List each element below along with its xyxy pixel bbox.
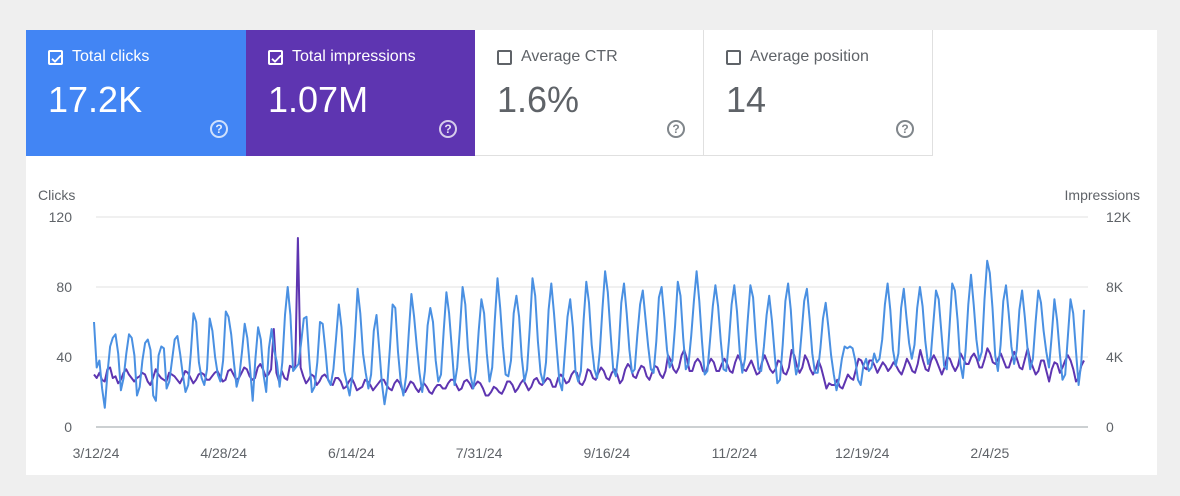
left-axis-tick: 120 xyxy=(49,209,73,225)
total-clicks-label: Total clicks xyxy=(72,48,150,65)
total-impressions-card[interactable]: Total impressions 1.07M ? xyxy=(246,30,475,156)
left-axis-tick: 80 xyxy=(56,279,72,295)
total-impressions-label: Total impressions xyxy=(292,48,416,65)
checkmark-icon xyxy=(271,54,282,63)
clicks-series-line xyxy=(93,237,1085,397)
average-position-label: Average position xyxy=(750,48,869,65)
x-axis-tick: 2/4/25 xyxy=(970,445,1009,461)
help-icon[interactable]: ? xyxy=(439,120,457,138)
left-axis-tick: 0 xyxy=(64,419,72,435)
average-ctr-value: 1.6% xyxy=(497,79,580,120)
checkmark-icon xyxy=(51,54,62,63)
help-icon[interactable]: ? xyxy=(210,120,228,138)
average-ctr-card[interactable]: Average CTR 1.6% ? xyxy=(475,30,704,156)
average-position-checkbox[interactable] xyxy=(726,49,741,65)
average-ctr-label: Average CTR xyxy=(521,48,618,65)
x-axis-tick: 9/16/24 xyxy=(583,445,630,461)
card-header: Total impressions xyxy=(268,47,416,67)
left-axis-title: Clicks xyxy=(38,187,75,203)
x-axis-tick: 11/2/24 xyxy=(712,445,758,461)
right-axis-title: Impressions xyxy=(1065,187,1140,203)
metric-cards: Total clicks 17.2K ? Total impressions 1… xyxy=(26,30,933,156)
total-clicks-checkbox[interactable] xyxy=(48,49,63,65)
x-axis-tick: 12/19/24 xyxy=(835,445,890,461)
x-axis-tick: 4/28/24 xyxy=(200,445,247,461)
card-header: Average position xyxy=(726,47,869,67)
average-ctr-checkbox[interactable] xyxy=(497,49,512,65)
total-clicks-value: 17.2K xyxy=(48,79,143,120)
impressions-series-line xyxy=(93,259,1085,409)
right-axis-tick: 8K xyxy=(1106,279,1124,295)
total-impressions-checkbox[interactable] xyxy=(268,49,283,65)
total-clicks-card[interactable]: Total clicks 17.2K ? xyxy=(26,30,246,156)
right-axis-tick: 4K xyxy=(1106,349,1124,365)
performance-panel: Total clicks 17.2K ? Total impressions 1… xyxy=(26,30,1157,475)
x-axis-tick: 3/12/24 xyxy=(73,445,120,461)
x-axis-tick: 7/31/24 xyxy=(456,445,503,461)
left-axis-tick: 40 xyxy=(56,349,72,365)
help-icon[interactable]: ? xyxy=(896,120,914,138)
series-lines xyxy=(93,237,1085,409)
card-header: Total clicks xyxy=(48,47,149,67)
average-position-value: 14 xyxy=(726,79,767,120)
right-axis-tick: 0 xyxy=(1106,419,1114,435)
total-impressions-value: 1.07M xyxy=(268,79,369,120)
help-icon[interactable]: ? xyxy=(667,120,685,138)
card-header: Average CTR xyxy=(497,47,618,67)
right-axis-tick: 12K xyxy=(1106,209,1132,225)
average-position-card[interactable]: Average position 14 ? xyxy=(704,30,933,156)
x-axis-tick: 6/14/24 xyxy=(328,445,375,461)
grid-lines xyxy=(96,216,1088,428)
